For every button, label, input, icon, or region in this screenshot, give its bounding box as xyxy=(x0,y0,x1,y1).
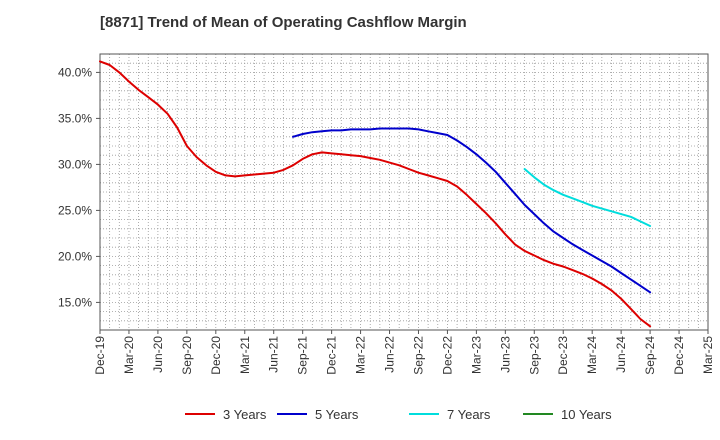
series-line xyxy=(99,60,652,328)
x-tick-label: Sep-23 xyxy=(527,336,541,375)
x-tick-label: Sep-20 xyxy=(180,336,194,375)
legend-label: 5 Years xyxy=(315,407,359,422)
x-tick-label: Sep-24 xyxy=(643,336,657,375)
x-tick-label: Dec-19 xyxy=(93,336,107,375)
x-tick-label: Dec-21 xyxy=(325,336,339,375)
series-line xyxy=(292,127,652,294)
x-tick-label: Mar-23 xyxy=(469,336,483,374)
x-tick-label: Jun-23 xyxy=(498,336,512,373)
x-tick-label: Sep-22 xyxy=(411,336,425,375)
plot-frame xyxy=(99,53,709,331)
legend-label: 3 Years xyxy=(223,407,267,422)
chart-title: [8871] Trend of Mean of Operating Cashfl… xyxy=(100,14,467,31)
x-tick-label: Mar-20 xyxy=(122,336,136,374)
x-tick-label: Jun-21 xyxy=(267,336,281,373)
y-axis: 15.0% 20.0% 25.0% 30.0% 35.0% 40.0% xyxy=(58,65,100,309)
x-tick-label: Jun-20 xyxy=(151,336,165,373)
y-tick-label: 30.0% xyxy=(58,157,92,171)
grid-layer xyxy=(100,54,708,330)
y-tick-label: 15.0% xyxy=(58,295,92,309)
y-tick-label: 40.0% xyxy=(58,65,92,79)
legend-label: 10 Years xyxy=(561,407,612,422)
x-axis: Dec-19 Mar-20 Jun-20 Sep-20 Dec-20 Mar-21 Jun-… xyxy=(93,330,715,375)
x-tick-label: Dec-20 xyxy=(209,336,223,375)
x-tick-label: Mar-22 xyxy=(354,336,368,374)
x-tick-label: Mar-21 xyxy=(238,336,252,374)
x-tick-label: Sep-21 xyxy=(296,336,310,375)
legend: 3 Years 5 Years 7 Years 10 Years xyxy=(185,407,612,422)
x-tick-label: Dec-24 xyxy=(672,336,686,375)
x-tick-label: Mar-25 xyxy=(701,336,715,374)
x-tick-label: Dec-23 xyxy=(556,336,570,375)
y-tick-label: 35.0% xyxy=(58,111,92,125)
x-tick-label: Mar-24 xyxy=(585,336,599,374)
x-tick-label: Jun-24 xyxy=(614,336,628,373)
legend-label: 7 Years xyxy=(447,407,491,422)
series-line xyxy=(523,168,652,227)
x-tick-label: Dec-22 xyxy=(440,336,454,375)
x-tick-label: Jun-22 xyxy=(383,336,397,373)
y-tick-label: 20.0% xyxy=(58,249,92,263)
y-tick-label: 25.0% xyxy=(58,203,92,217)
series-layer xyxy=(99,60,652,328)
